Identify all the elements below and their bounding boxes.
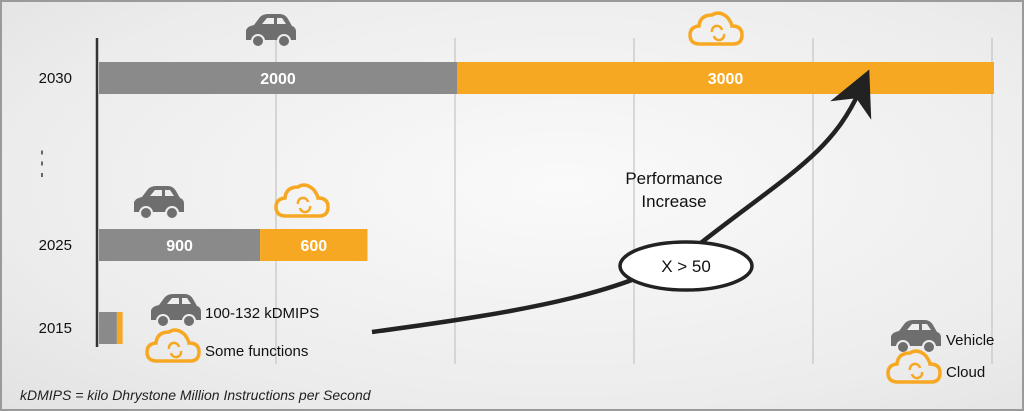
bar-vehicle-2025 <box>99 229 261 261</box>
category-label: 2030 <box>39 70 72 87</box>
cloud-2015-label: Some functions <box>205 343 308 360</box>
category-label: 2015 <box>39 320 72 337</box>
ellipsis: ⋮ <box>35 145 49 182</box>
footnote: kDMIPS = kilo Dhrystone Million Instruct… <box>20 387 372 403</box>
legend-cloud-icon <box>886 349 942 384</box>
arrow-label-line2: Increase <box>641 192 706 211</box>
bar-cloud-2015 <box>116 312 123 344</box>
bar-cloud-2030 <box>457 62 994 94</box>
legend-vehicle: Vehicle <box>946 332 994 349</box>
bar-vehicle-2015 <box>99 312 117 344</box>
bar-vehicle-2030 <box>99 62 457 94</box>
vehicle-2015-label: 100-132 kDMIPS <box>205 305 319 322</box>
performance-arrow <box>371 69 872 335</box>
bar-label: 900 <box>166 238 193 255</box>
car-icon <box>150 293 202 328</box>
cloud-sync-icon <box>145 328 201 363</box>
factor-label: X > 50 <box>661 257 711 276</box>
factor-ellipse <box>618 240 754 292</box>
car-icon <box>245 13 297 48</box>
cloud-sync-icon <box>688 11 744 46</box>
legend-car-icon <box>890 319 942 354</box>
bar-label: 2000 <box>260 71 296 88</box>
bar-label: 600 <box>300 238 327 255</box>
bar-label: 3000 <box>708 71 744 88</box>
bar-cloud-2025 <box>260 229 368 261</box>
category-label: 2025 <box>39 237 72 254</box>
cloud-sync-icon <box>274 183 330 218</box>
legend-cloud: Cloud <box>946 364 985 381</box>
car-icon <box>133 185 185 220</box>
arrow-label-line1: Performance <box>625 169 722 188</box>
